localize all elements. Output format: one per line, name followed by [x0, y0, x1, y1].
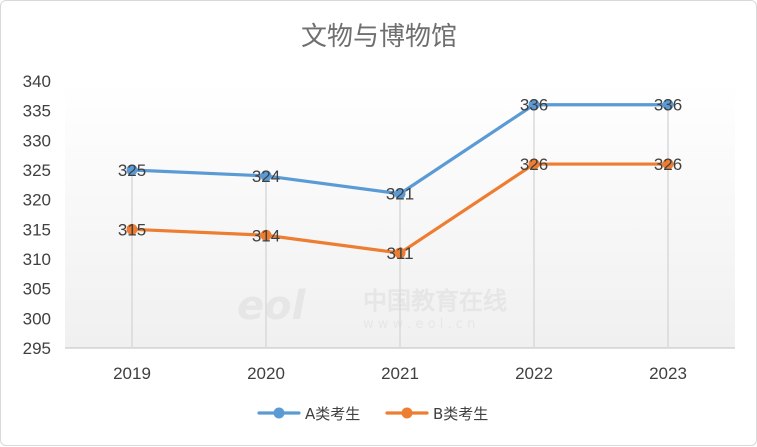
y-tick-label: 295: [23, 339, 51, 358]
y-tick-label: 330: [23, 131, 51, 150]
y-tick-label: 325: [23, 161, 51, 180]
x-tick-label: 2019: [113, 364, 151, 383]
data-point: [662, 99, 674, 111]
data-point: [394, 247, 406, 259]
data-point: [662, 158, 674, 170]
watermark-url: w w w . e o l . c n: [363, 317, 475, 332]
x-tick-label: 2022: [515, 364, 553, 383]
x-tick-label: 2021: [381, 364, 419, 383]
data-label: 315: [118, 220, 146, 239]
data-point: [126, 223, 138, 235]
data-label: 336: [520, 96, 548, 115]
x-tick-label: 2020: [247, 364, 285, 383]
data-label: 326: [654, 155, 682, 174]
data-label: 314: [252, 226, 280, 245]
y-tick-label: 300: [23, 309, 51, 328]
data-label: 324: [252, 167, 280, 186]
data-label: 325: [118, 161, 146, 180]
data-point: [260, 170, 272, 182]
data-labels: 325 324 321 336 336 315 314 311 326 326: [118, 96, 682, 263]
data-point: [528, 158, 540, 170]
legend-marker: [401, 407, 413, 419]
watermark-logo: eol: [237, 283, 307, 329]
legend-label: B类考生: [433, 405, 488, 423]
chart-title: 文物与博物馆: [301, 22, 457, 52]
x-axis: 2019 2020 2021 2022 2023: [65, 347, 735, 383]
data-point: [126, 164, 138, 176]
legend: A类考生 B类考生: [257, 405, 488, 423]
y-tick-label: 335: [23, 102, 51, 121]
data-point: [260, 229, 272, 241]
y-tick-label: 320: [23, 191, 51, 210]
legend-label: A类考生: [305, 405, 360, 423]
y-tick-label: 305: [23, 280, 51, 299]
series-layer: [126, 99, 674, 259]
data-label: 311: [386, 244, 413, 263]
data-label: 321: [386, 185, 414, 204]
watermark: eol 中国教育在线 w w w . e o l . c n: [237, 283, 507, 332]
drop-lines: [131, 104, 669, 348]
y-tick-label: 310: [23, 250, 51, 269]
data-label: 336: [654, 96, 682, 115]
y-axis: 295 300 305 310 315 320 325 330 335 340: [23, 72, 51, 358]
y-tick-label: 340: [23, 72, 51, 91]
data-label: 326: [520, 155, 548, 174]
legend-marker: [273, 407, 285, 419]
data-point: [394, 188, 406, 200]
y-tick-label: 315: [23, 220, 51, 239]
watermark-text: 中国教育在线: [363, 287, 507, 315]
data-point: [528, 99, 540, 111]
x-tick-label: 2023: [649, 364, 687, 383]
